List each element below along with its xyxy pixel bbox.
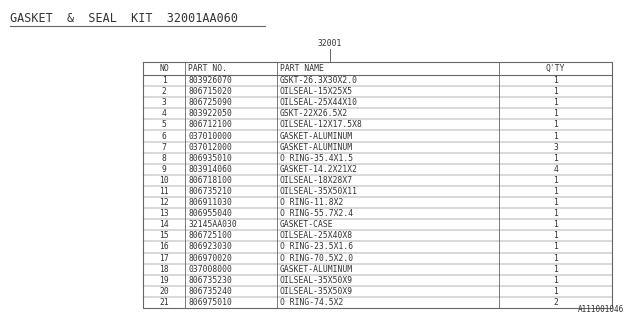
- Text: 1: 1: [554, 220, 558, 229]
- Text: O RING-70.5X2.0: O RING-70.5X2.0: [280, 253, 353, 263]
- Text: 806923030: 806923030: [188, 243, 232, 252]
- Text: OILSEAL-12X17.5X8: OILSEAL-12X17.5X8: [280, 120, 362, 129]
- Text: 806735230: 806735230: [188, 276, 232, 285]
- Text: 806725100: 806725100: [188, 231, 232, 240]
- Text: GASKET-14.2X21X2: GASKET-14.2X21X2: [280, 165, 358, 174]
- Text: PART NAME: PART NAME: [280, 64, 324, 73]
- Text: 1: 1: [554, 287, 558, 296]
- Text: O RING-35.4X1.5: O RING-35.4X1.5: [280, 154, 353, 163]
- Text: 16: 16: [159, 243, 169, 252]
- Text: 806715020: 806715020: [188, 87, 232, 96]
- Text: OILSEAL-18X28X7: OILSEAL-18X28X7: [280, 176, 353, 185]
- Text: GASKET-ALUMINUM: GASKET-ALUMINUM: [280, 265, 353, 274]
- Text: 1: 1: [554, 265, 558, 274]
- Text: 21: 21: [159, 298, 169, 307]
- Text: 1: 1: [554, 76, 558, 85]
- Text: 806911030: 806911030: [188, 198, 232, 207]
- Text: O RING-23.5X1.6: O RING-23.5X1.6: [280, 243, 353, 252]
- Text: 12: 12: [159, 198, 169, 207]
- Text: Q'TY: Q'TY: [546, 64, 566, 73]
- Text: 14: 14: [159, 220, 169, 229]
- Text: 806955040: 806955040: [188, 209, 232, 218]
- Text: 10: 10: [159, 176, 169, 185]
- Text: NO: NO: [159, 64, 169, 73]
- Text: OILSEAL-35X50X9: OILSEAL-35X50X9: [280, 276, 353, 285]
- Text: 19: 19: [159, 276, 169, 285]
- Text: 32145AA030: 32145AA030: [188, 220, 237, 229]
- Text: GSKT-22X26.5X2: GSKT-22X26.5X2: [280, 109, 348, 118]
- Text: 1: 1: [554, 109, 558, 118]
- Text: GASKET-ALUMINUM: GASKET-ALUMINUM: [280, 143, 353, 152]
- Text: 5: 5: [162, 120, 166, 129]
- Text: 806975010: 806975010: [188, 298, 232, 307]
- Text: 4: 4: [554, 165, 558, 174]
- Text: 13: 13: [159, 209, 169, 218]
- Text: 4: 4: [162, 109, 166, 118]
- Text: 17: 17: [159, 253, 169, 263]
- Text: 806718100: 806718100: [188, 176, 232, 185]
- Text: 806712100: 806712100: [188, 120, 232, 129]
- Text: 6: 6: [162, 132, 166, 140]
- Text: 1: 1: [554, 120, 558, 129]
- Text: 9: 9: [162, 165, 166, 174]
- Text: 1: 1: [554, 209, 558, 218]
- Text: 1: 1: [554, 253, 558, 263]
- Text: 2: 2: [554, 298, 558, 307]
- Text: 037012000: 037012000: [188, 143, 232, 152]
- Text: 803914060: 803914060: [188, 165, 232, 174]
- Text: 1: 1: [554, 98, 558, 107]
- Text: 037008000: 037008000: [188, 265, 232, 274]
- Text: 1: 1: [554, 87, 558, 96]
- Text: 806735210: 806735210: [188, 187, 232, 196]
- Bar: [143, 62, 612, 308]
- Text: 803922050: 803922050: [188, 109, 232, 118]
- Text: 1: 1: [554, 198, 558, 207]
- Text: 20: 20: [159, 287, 169, 296]
- Text: 1: 1: [162, 76, 166, 85]
- Text: 2: 2: [162, 87, 166, 96]
- Text: OILSEAL-35X50X9: OILSEAL-35X50X9: [280, 287, 353, 296]
- Text: 1: 1: [554, 154, 558, 163]
- Text: 1: 1: [554, 243, 558, 252]
- Text: GSKT-26.3X30X2.0: GSKT-26.3X30X2.0: [280, 76, 358, 85]
- Text: A111001046: A111001046: [578, 305, 624, 314]
- Text: 32001: 32001: [318, 39, 342, 48]
- Text: OILSEAL-25X40X8: OILSEAL-25X40X8: [280, 231, 353, 240]
- Text: 803926070: 803926070: [188, 76, 232, 85]
- Text: GASKET-ALUMINUM: GASKET-ALUMINUM: [280, 132, 353, 140]
- Text: 806970020: 806970020: [188, 253, 232, 263]
- Text: 1: 1: [554, 276, 558, 285]
- Text: GASKET-CASE: GASKET-CASE: [280, 220, 333, 229]
- Text: 037010000: 037010000: [188, 132, 232, 140]
- Text: 806935010: 806935010: [188, 154, 232, 163]
- Text: O RING-74.5X2: O RING-74.5X2: [280, 298, 343, 307]
- Text: OILSEAL-15X25X5: OILSEAL-15X25X5: [280, 87, 353, 96]
- Text: OILSEAL-35X50X11: OILSEAL-35X50X11: [280, 187, 358, 196]
- Text: 1: 1: [554, 176, 558, 185]
- Text: 11: 11: [159, 187, 169, 196]
- Text: GASKET  &  SEAL  KIT  32001AA060: GASKET & SEAL KIT 32001AA060: [10, 12, 238, 25]
- Text: 15: 15: [159, 231, 169, 240]
- Text: 806735240: 806735240: [188, 287, 232, 296]
- Text: O RING-55.7X2.4: O RING-55.7X2.4: [280, 209, 353, 218]
- Text: 3: 3: [554, 143, 558, 152]
- Text: 1: 1: [554, 187, 558, 196]
- Text: 3: 3: [162, 98, 166, 107]
- Text: 8: 8: [162, 154, 166, 163]
- Text: 1: 1: [554, 132, 558, 140]
- Text: 1: 1: [554, 231, 558, 240]
- Text: 18: 18: [159, 265, 169, 274]
- Text: OILSEAL-25X44X10: OILSEAL-25X44X10: [280, 98, 358, 107]
- Text: 806725090: 806725090: [188, 98, 232, 107]
- Text: 7: 7: [162, 143, 166, 152]
- Text: O RING-11.8X2: O RING-11.8X2: [280, 198, 343, 207]
- Text: PART NO.: PART NO.: [188, 64, 227, 73]
